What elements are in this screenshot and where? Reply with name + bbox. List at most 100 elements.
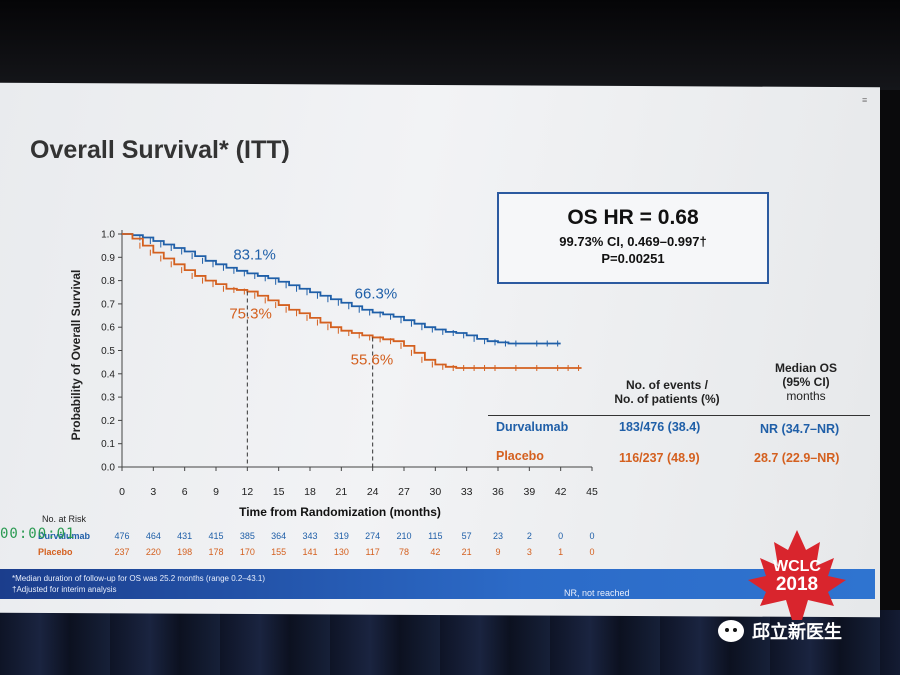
stage-background-top: [0, 0, 900, 90]
maple-leaf-icon: [748, 530, 846, 620]
x-tick-label-8: 24: [367, 486, 379, 498]
at-risk-value-placebo-1: 220: [145, 547, 161, 557]
hazard-ratio-value: OS HR = 0.68: [567, 206, 699, 229]
at-risk-value-durvalumab-1: 464: [145, 531, 161, 541]
at-risk-value-durvalumab-0: 476: [114, 531, 130, 541]
y-tick-label-2: 0.2: [101, 416, 115, 427]
wclc-logo-text: WCLC 2018: [762, 558, 832, 594]
y-tick-label-8: 0.8: [101, 276, 115, 287]
at-risk-value-placebo-8: 117: [365, 547, 380, 557]
at-risk-value-durvalumab-9: 210: [396, 531, 412, 541]
x-tick-label-7: 21: [335, 486, 347, 498]
annotation-durvalumab-24: 66.3%: [355, 286, 398, 303]
x-tick-label-12: 36: [492, 486, 504, 498]
at-risk-value-durvalumab-15: 0: [589, 531, 595, 541]
table-row-durvalumab-events: 183/476 (38.4): [619, 420, 701, 434]
median-header-line1: Median OS: [774, 361, 837, 375]
annotation-durvalumab-12: 83.1%: [233, 246, 276, 263]
footer-bar: [0, 569, 875, 599]
slide-corner-mark: ≡: [862, 95, 868, 105]
at-risk-value-placebo-10: 42: [430, 547, 441, 557]
at-risk-label-durvalumab: Durvalumab: [38, 531, 91, 541]
median-header-line3: months: [786, 389, 826, 403]
x-tick-label-0: 0: [119, 486, 125, 498]
x-tick-label-15: 45: [586, 486, 598, 498]
events-header-line2: No. of patients (%): [614, 392, 720, 406]
y-tick-label-3: 0.3: [101, 393, 115, 404]
at-risk-value-placebo-14: 1: [558, 547, 564, 557]
at-risk-value-durvalumab-2: 431: [177, 531, 193, 541]
y-tick-label-6: 0.6: [101, 323, 115, 334]
overlay-timer: 00:00:01: [0, 526, 76, 542]
at-risk-value-durvalumab-14: 0: [558, 531, 564, 541]
at-risk-value-placebo-9: 78: [398, 547, 409, 557]
at-risk-value-placebo-13: 3: [526, 547, 532, 557]
table-row-durvalumab-median: NR (34.7–NR): [760, 422, 840, 436]
y-tick-label-7: 0.7: [101, 299, 115, 310]
y-tick-label-10: 1.0: [101, 230, 115, 241]
p-value: P=0.00251: [601, 251, 665, 266]
at-risk-value-durvalumab-5: 364: [271, 531, 287, 541]
at-risk-value-durvalumab-10: 115: [428, 531, 443, 541]
at-risk-value-durvalumab-11: 57: [461, 531, 472, 541]
x-tick-label-2: 6: [182, 486, 188, 498]
events-header-line1: No. of events /: [625, 378, 708, 392]
wclc-logo-line1: WCLC: [773, 558, 821, 575]
at-risk-label-placebo: Placebo: [38, 547, 73, 557]
median-header: Median OS (95% CI) months: [758, 361, 854, 403]
at-risk-title: No. at Risk: [42, 514, 87, 524]
x-tick-label-6: 18: [304, 486, 316, 498]
watermark-text: 邱立新医生: [752, 622, 842, 643]
at-risk-value-placebo-7: 130: [333, 547, 349, 557]
slide-title: Overall Survival* (ITT): [30, 136, 290, 164]
wechat-watermark: 邱立新医生: [718, 618, 842, 644]
at-risk-value-durvalumab-7: 319: [333, 531, 349, 541]
hazard-ratio-box: OS HR = 0.68 99.73% CI, 0.469–0.997† P=0…: [497, 192, 769, 284]
x-tick-label-4: 12: [241, 486, 253, 498]
confidence-interval: 99.73% CI, 0.469–0.997†: [559, 234, 707, 249]
series-line-placebo: [122, 233, 582, 369]
table-row-placebo-arm: Placebo: [496, 449, 544, 463]
median-header-line2: (95% CI): [782, 375, 830, 389]
series-line-durvalumab: [122, 233, 561, 345]
footnote-adjusted: †Adjusted for interim analysis: [12, 585, 117, 594]
y-tick-label-0: 0.0: [101, 463, 115, 474]
footnote-follow-up: *Median duration of follow-up for OS was…: [12, 574, 266, 583]
y-tick-label-9: 0.9: [101, 253, 115, 264]
annotation-placebo-12: 75.3%: [229, 306, 272, 323]
x-tick-label-14: 42: [555, 486, 567, 498]
table-row-placebo-median: 28.7 (22.9–NR): [754, 451, 840, 465]
footnote-nr: NR, not reached: [564, 588, 630, 598]
x-tick-label-10: 30: [429, 486, 441, 498]
at-risk-value-durvalumab-12: 23: [492, 531, 503, 541]
at-risk-value-placebo-5: 155: [271, 547, 287, 557]
at-risk-value-placebo-4: 170: [239, 547, 255, 557]
x-tick-label-1: 3: [150, 486, 156, 498]
x-axis-label: Time from Randomization (months): [239, 505, 441, 519]
wclc-maple-leaf-logo: [748, 530, 846, 620]
at-risk-value-placebo-11: 21: [461, 547, 472, 557]
table-divider: [488, 415, 870, 416]
wechat-icon: [718, 620, 744, 642]
at-risk-value-placebo-15: 0: [589, 547, 595, 557]
y-axis-label: Probability of Overall Survival: [69, 269, 83, 441]
at-risk-value-placebo-2: 198: [177, 547, 193, 557]
x-tick-label-3: 9: [213, 486, 219, 498]
x-tick-label-9: 27: [398, 486, 410, 498]
at-risk-value-durvalumab-13: 2: [526, 531, 532, 541]
x-tick-label-5: 15: [273, 486, 285, 498]
x-tick-label-13: 39: [523, 486, 535, 498]
y-tick-label-1: 0.1: [101, 439, 115, 450]
y-tick-label-5: 0.5: [101, 346, 115, 357]
annotation-placebo-24: 55.6%: [351, 351, 394, 368]
at-risk-value-placebo-3: 178: [208, 547, 224, 557]
stage-background-bottom: [0, 610, 900, 675]
at-risk-value-durvalumab-8: 274: [365, 531, 381, 541]
table-row-durvalumab-arm: Durvalumab: [496, 420, 569, 434]
at-risk-value-durvalumab-6: 343: [302, 531, 318, 541]
at-risk-value-placebo-12: 9: [495, 547, 501, 557]
wclc-logo-line2: 2018: [775, 574, 819, 595]
at-risk-value-durvalumab-4: 385: [239, 531, 255, 541]
events-header: No. of events / No. of patients (%): [598, 378, 736, 406]
